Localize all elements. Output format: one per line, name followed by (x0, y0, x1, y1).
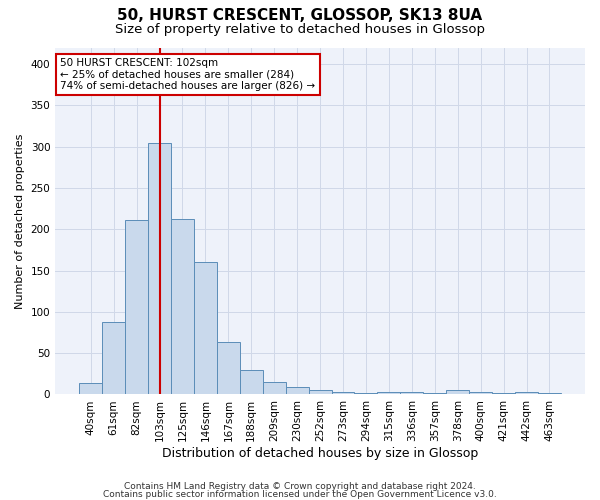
Bar (400, 392, 423, 394)
Bar (240, 370, 263, 394)
Text: Contains HM Land Registry data © Crown copyright and database right 2024.: Contains HM Land Registry data © Crown c… (124, 482, 476, 491)
Text: 50 HURST CRESCENT: 102sqm
← 25% of detached houses are smaller (284)
74% of semi: 50 HURST CRESCENT: 102sqm ← 25% of detac… (61, 58, 316, 91)
Text: 50, HURST CRESCENT, GLOSSOP, SK13 8UA: 50, HURST CRESCENT, GLOSSOP, SK13 8UA (118, 8, 482, 22)
Bar (377, 392, 400, 394)
Bar (194, 262, 217, 394)
Bar (446, 390, 469, 394)
Text: Size of property relative to detached houses in Glossop: Size of property relative to detached ho… (115, 22, 485, 36)
Bar (263, 382, 286, 394)
Bar (332, 392, 355, 394)
Bar (423, 393, 446, 394)
Text: Contains public sector information licensed under the Open Government Licence v3: Contains public sector information licen… (103, 490, 497, 499)
Bar (308, 390, 332, 394)
Bar (355, 393, 377, 394)
Bar (79, 383, 102, 394)
Bar (492, 393, 515, 394)
Bar (515, 392, 538, 394)
Y-axis label: Number of detached properties: Number of detached properties (15, 134, 25, 308)
Bar (148, 144, 171, 394)
Bar (102, 322, 125, 394)
Bar (538, 393, 561, 394)
X-axis label: Distribution of detached houses by size in Glossop: Distribution of detached houses by size … (162, 447, 478, 460)
Bar (469, 392, 492, 394)
Bar (286, 387, 308, 394)
Bar (171, 220, 194, 394)
Bar (125, 220, 148, 394)
Bar (217, 342, 240, 394)
